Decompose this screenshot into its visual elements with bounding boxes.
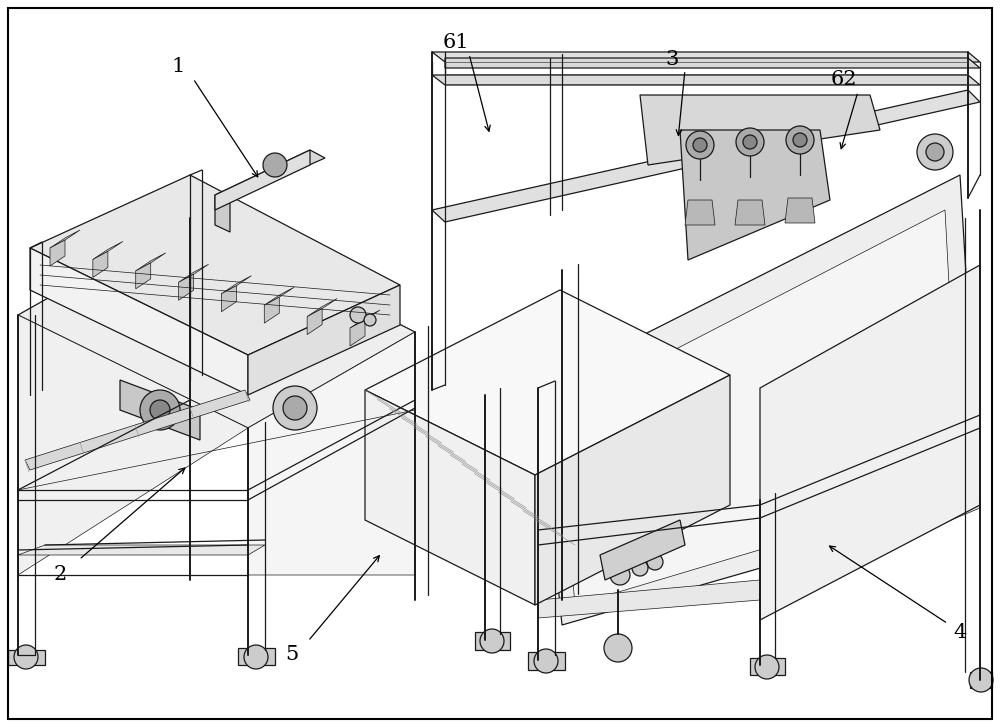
Circle shape xyxy=(263,153,287,177)
Polygon shape xyxy=(680,130,830,260)
Polygon shape xyxy=(365,390,535,605)
Polygon shape xyxy=(179,274,194,300)
Circle shape xyxy=(283,396,307,420)
Circle shape xyxy=(14,645,38,669)
Polygon shape xyxy=(600,520,685,580)
Circle shape xyxy=(273,386,317,430)
Polygon shape xyxy=(528,652,565,670)
Polygon shape xyxy=(432,52,980,62)
Circle shape xyxy=(736,128,764,156)
Circle shape xyxy=(604,634,632,662)
Circle shape xyxy=(534,649,558,673)
Polygon shape xyxy=(538,580,760,618)
Text: 3: 3 xyxy=(665,50,679,69)
Polygon shape xyxy=(248,332,415,575)
Polygon shape xyxy=(760,265,980,620)
Polygon shape xyxy=(18,545,265,555)
Polygon shape xyxy=(215,195,230,232)
Circle shape xyxy=(926,143,944,161)
Circle shape xyxy=(917,134,953,170)
Circle shape xyxy=(686,131,714,159)
Circle shape xyxy=(632,560,648,576)
Polygon shape xyxy=(215,150,310,210)
Circle shape xyxy=(743,135,757,149)
Polygon shape xyxy=(30,175,400,355)
Circle shape xyxy=(793,133,807,147)
Text: 4: 4 xyxy=(953,623,967,642)
Polygon shape xyxy=(93,241,123,260)
Polygon shape xyxy=(136,263,151,289)
Polygon shape xyxy=(120,380,200,440)
Polygon shape xyxy=(264,297,279,323)
Circle shape xyxy=(480,629,504,653)
Polygon shape xyxy=(350,310,380,328)
Polygon shape xyxy=(760,490,980,600)
Circle shape xyxy=(755,655,779,679)
Polygon shape xyxy=(785,198,815,223)
Polygon shape xyxy=(350,320,365,346)
Polygon shape xyxy=(685,200,715,225)
Polygon shape xyxy=(136,253,166,271)
Polygon shape xyxy=(18,218,415,428)
Text: 62: 62 xyxy=(831,71,857,89)
Polygon shape xyxy=(25,390,250,470)
Circle shape xyxy=(364,314,376,326)
Polygon shape xyxy=(432,90,980,222)
Polygon shape xyxy=(248,285,400,395)
Polygon shape xyxy=(750,658,785,675)
Polygon shape xyxy=(221,276,251,294)
Polygon shape xyxy=(432,75,980,85)
Text: 1: 1 xyxy=(171,57,185,76)
Text: 5: 5 xyxy=(285,645,299,664)
Polygon shape xyxy=(365,290,730,475)
Circle shape xyxy=(350,307,366,323)
Polygon shape xyxy=(307,308,322,334)
Polygon shape xyxy=(30,248,248,395)
Polygon shape xyxy=(93,252,108,278)
Circle shape xyxy=(647,554,663,570)
Circle shape xyxy=(969,668,993,692)
Polygon shape xyxy=(18,315,248,575)
Circle shape xyxy=(610,565,630,585)
Polygon shape xyxy=(50,230,80,248)
Text: 2: 2 xyxy=(53,565,67,584)
Polygon shape xyxy=(179,265,209,282)
Polygon shape xyxy=(970,672,992,688)
Circle shape xyxy=(786,126,814,154)
Polygon shape xyxy=(535,375,730,605)
Polygon shape xyxy=(538,175,980,625)
Polygon shape xyxy=(475,632,510,650)
Polygon shape xyxy=(264,287,294,305)
Circle shape xyxy=(150,400,170,420)
Polygon shape xyxy=(238,648,275,665)
Polygon shape xyxy=(735,200,765,225)
Polygon shape xyxy=(558,210,960,605)
Polygon shape xyxy=(221,286,236,312)
Polygon shape xyxy=(640,95,880,165)
Polygon shape xyxy=(215,150,325,200)
Text: 61: 61 xyxy=(443,33,469,52)
Polygon shape xyxy=(8,650,45,665)
Circle shape xyxy=(244,645,268,669)
Polygon shape xyxy=(50,240,65,266)
Circle shape xyxy=(140,390,180,430)
Polygon shape xyxy=(307,299,337,316)
Circle shape xyxy=(693,138,707,152)
Polygon shape xyxy=(445,58,980,68)
